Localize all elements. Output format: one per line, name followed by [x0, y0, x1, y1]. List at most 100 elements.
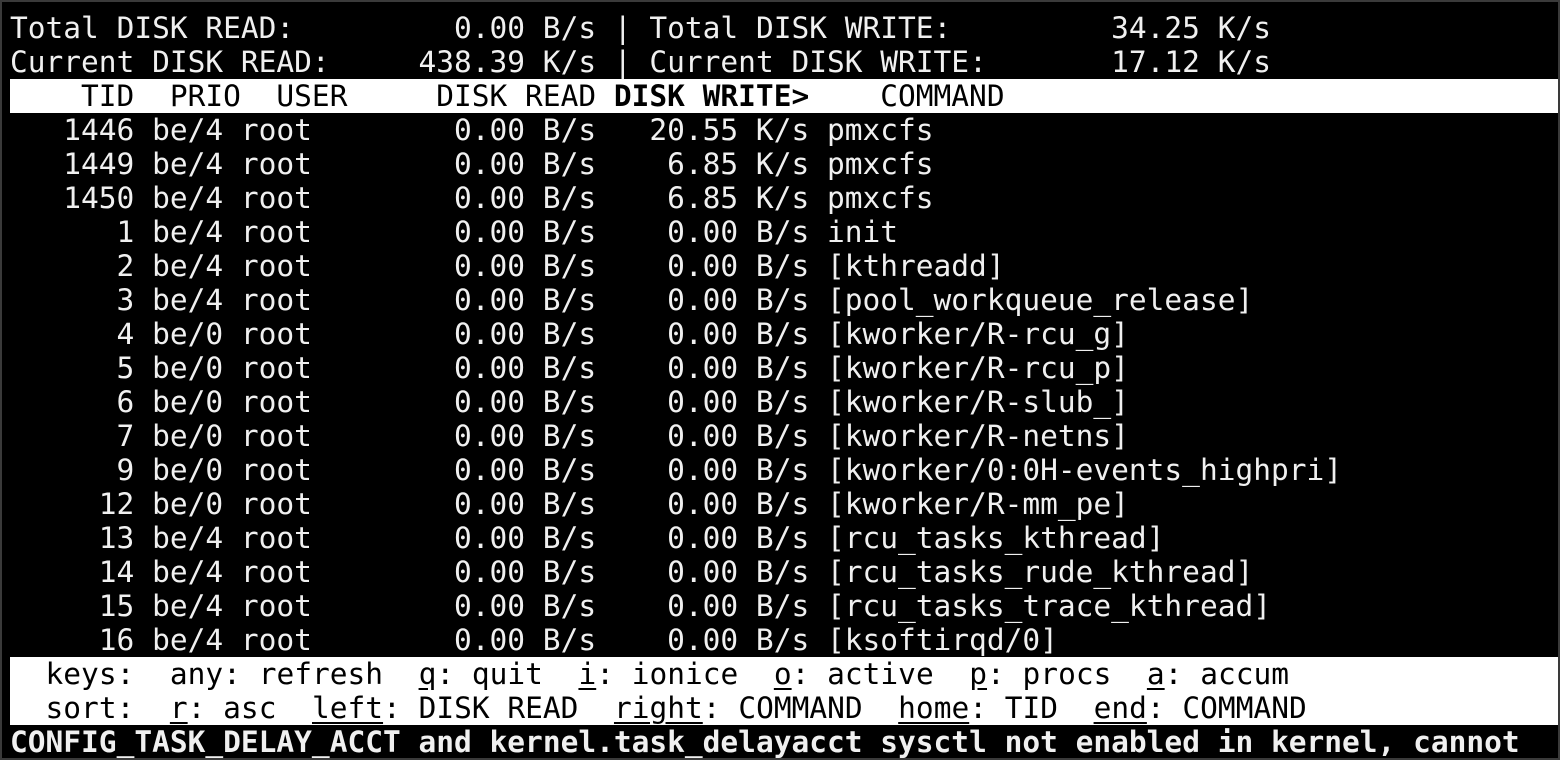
cell-command: [pool_workqueue_release]	[826, 283, 1254, 317]
cell-tid: 3	[116, 283, 135, 317]
shortcut-home[interactable]: home: TID	[898, 691, 1058, 725]
shortcut-key: o	[773, 657, 792, 691]
cell-user: root	[240, 249, 312, 283]
spacer	[1111, 657, 1147, 691]
shortcut-action: ionice	[631, 657, 739, 691]
column-header: TID PRIO USER DISK READ DISK WRITE> COMM…	[10, 79, 1558, 113]
cell-prio: be/4	[152, 555, 224, 589]
shortcut-end[interactable]: end: COMMAND	[1094, 691, 1307, 725]
column-disk-read[interactable]: DISK READ	[436, 79, 597, 113]
table-row[interactable]: 12 be/0 root 0.00 B/s 0.00 B/s [kworker/R-mm_…	[10, 487, 1558, 521]
cell-user: root	[240, 147, 312, 181]
table-row[interactable]: 5 be/0 root 0.00 B/s 0.00 B/s [kworker/R-rcu_…	[10, 351, 1558, 385]
table-row[interactable]: 15 be/4 root 0.00 B/s 0.00 B/s [rcu_tasks_tra…	[10, 589, 1558, 623]
cell-command: [rcu_tasks_kthread]	[826, 521, 1165, 555]
table-row[interactable]: 7 be/0 root 0.00 B/s 0.00 B/s [kworker/R-netn…	[10, 419, 1558, 453]
shortcut-r[interactable]: r: asc	[170, 691, 277, 725]
table-row[interactable]: 4 be/0 root 0.00 B/s 0.00 B/s [kworker/R-rcu_…	[10, 317, 1558, 351]
cell-disk-write: 0.00 B/s	[667, 453, 810, 487]
column-disk-write-sorted[interactable]: DISK WRITE>	[613, 79, 810, 113]
cell-user: root	[240, 487, 312, 521]
column-command[interactable]: COMMAND	[880, 79, 1005, 113]
table-row[interactable]: 1450 be/4 root 0.00 B/s 6.85 K/s pmxcfs	[10, 181, 1558, 215]
cell-user: root	[240, 283, 312, 317]
cell-command: [kthreadd]	[826, 249, 1005, 283]
shortcut-a[interactable]: a: accum	[1147, 657, 1289, 691]
cell-disk-write: 0.00 B/s	[667, 317, 810, 351]
cell-command: [kworker/R-rcu_g]	[826, 317, 1129, 351]
table-row[interactable]: 1449 be/4 root 0.00 B/s 6.85 K/s pmxcfs	[10, 147, 1558, 181]
shortcut-left[interactable]: left: DISK READ	[312, 691, 578, 725]
column-prio[interactable]: PRIO	[169, 79, 241, 113]
colon: :	[791, 657, 828, 691]
column-user[interactable]: USER	[276, 79, 348, 113]
shortcut-q[interactable]: q: quit	[419, 657, 543, 691]
column-tid[interactable]: TID	[81, 79, 135, 113]
total-read-value: 0.00 B/s	[454, 11, 597, 45]
shortcut-key: any	[169, 657, 224, 691]
shortcut-i[interactable]: i: ionice	[578, 657, 738, 691]
table-row[interactable]: 6 be/0 root 0.00 B/s 0.00 B/s [kworker/R-slub…	[10, 385, 1558, 419]
colon: :	[223, 657, 259, 691]
separator: |	[613, 11, 632, 45]
cell-prio: be/0	[152, 419, 224, 453]
cell-command: [kworker/R-rcu_p]	[826, 351, 1129, 385]
cell-tid: 1	[116, 215, 135, 249]
spacer	[738, 657, 774, 691]
table-row[interactable]: 3 be/4 root 0.00 B/s 0.00 B/s [pool_workqueue…	[10, 283, 1558, 317]
table-row[interactable]: 2 be/4 root 0.00 B/s 0.00 B/s [kthreadd]	[10, 249, 1558, 283]
colon: :	[702, 691, 739, 725]
shortcut-key: home	[898, 691, 970, 725]
cell-user: root	[240, 113, 312, 147]
current-read-label: Current DISK READ:	[10, 45, 330, 79]
table-row[interactable]: 16 be/4 root 0.00 B/s 0.00 B/s [ksoftirqd/0]	[10, 623, 1558, 657]
status-message: CONFIG_TASK_DELAY_ACCT and kernel.task_d…	[10, 725, 1520, 759]
cell-user: root	[240, 317, 312, 351]
cell-prio: be/4	[152, 181, 224, 215]
cell-tid: 1446	[63, 113, 135, 147]
shortcut-action: COMMAND	[1182, 691, 1307, 725]
shortcut-action: asc	[223, 691, 277, 725]
shortcut-key: r	[169, 691, 188, 725]
shortcut-key: a	[1146, 657, 1165, 691]
cell-disk-read: 0.00 B/s	[454, 249, 597, 283]
shortcut-right[interactable]: right: COMMAND	[614, 691, 863, 725]
cell-prio: be/0	[152, 487, 224, 521]
shortcut-action: accum	[1200, 657, 1289, 691]
cell-tid: 4	[116, 317, 135, 351]
cell-user: root	[240, 623, 312, 657]
cell-tid: 1449	[63, 147, 135, 181]
spacer	[543, 657, 579, 691]
cell-disk-write: 0.00 B/s	[667, 555, 810, 589]
colon: :	[187, 691, 224, 725]
table-row[interactable]: 1446 be/4 root 0.00 B/s 20.55 K/s pmxcfs	[10, 113, 1558, 147]
cell-tid: 5	[116, 351, 135, 385]
shortcut-o[interactable]: o: active	[774, 657, 934, 691]
cell-command: [ksoftirqd/0]	[826, 623, 1058, 657]
cell-tid: 12	[98, 487, 135, 521]
current-write-label: Current DISK WRITE:	[649, 45, 987, 79]
cell-disk-write: 0.00 B/s	[667, 385, 810, 419]
colon: :	[596, 657, 632, 691]
cell-command: pmxcfs	[826, 113, 934, 147]
table-row[interactable]: 1 be/4 root 0.00 B/s 0.00 B/s init	[10, 215, 1558, 249]
cell-command: [kworker/R-netns]	[826, 419, 1129, 453]
current-io-line: Current DISK READ: 438.39 K/s | Current …	[10, 45, 1558, 79]
shortcut-any[interactable]: any: refresh	[170, 657, 383, 691]
cell-disk-read: 0.00 B/s	[454, 419, 597, 453]
cell-disk-write: 6.85 K/s	[667, 181, 810, 215]
table-row[interactable]: 9 be/0 root 0.00 B/s 0.00 B/s [kworker/0:0H-e…	[10, 453, 1558, 487]
shortcut-p[interactable]: p: procs	[969, 657, 1111, 691]
colon: :	[436, 657, 472, 691]
total-write-value: 34.25 K/s	[1111, 11, 1271, 45]
cell-disk-write: 20.55 K/s	[649, 113, 810, 147]
shortcut-action: refresh	[258, 657, 384, 691]
cell-disk-read: 0.00 B/s	[454, 147, 597, 181]
spacer	[578, 691, 614, 725]
keys-label: keys:	[45, 657, 135, 691]
table-row[interactable]: 14 be/4 root 0.00 B/s 0.00 B/s [rcu_tasks_rud…	[10, 555, 1558, 589]
cell-disk-read: 0.00 B/s	[454, 487, 597, 521]
table-row[interactable]: 13 be/4 root 0.00 B/s 0.00 B/s [rcu_tasks_kth…	[10, 521, 1558, 555]
shortcut-key: end	[1093, 691, 1147, 725]
